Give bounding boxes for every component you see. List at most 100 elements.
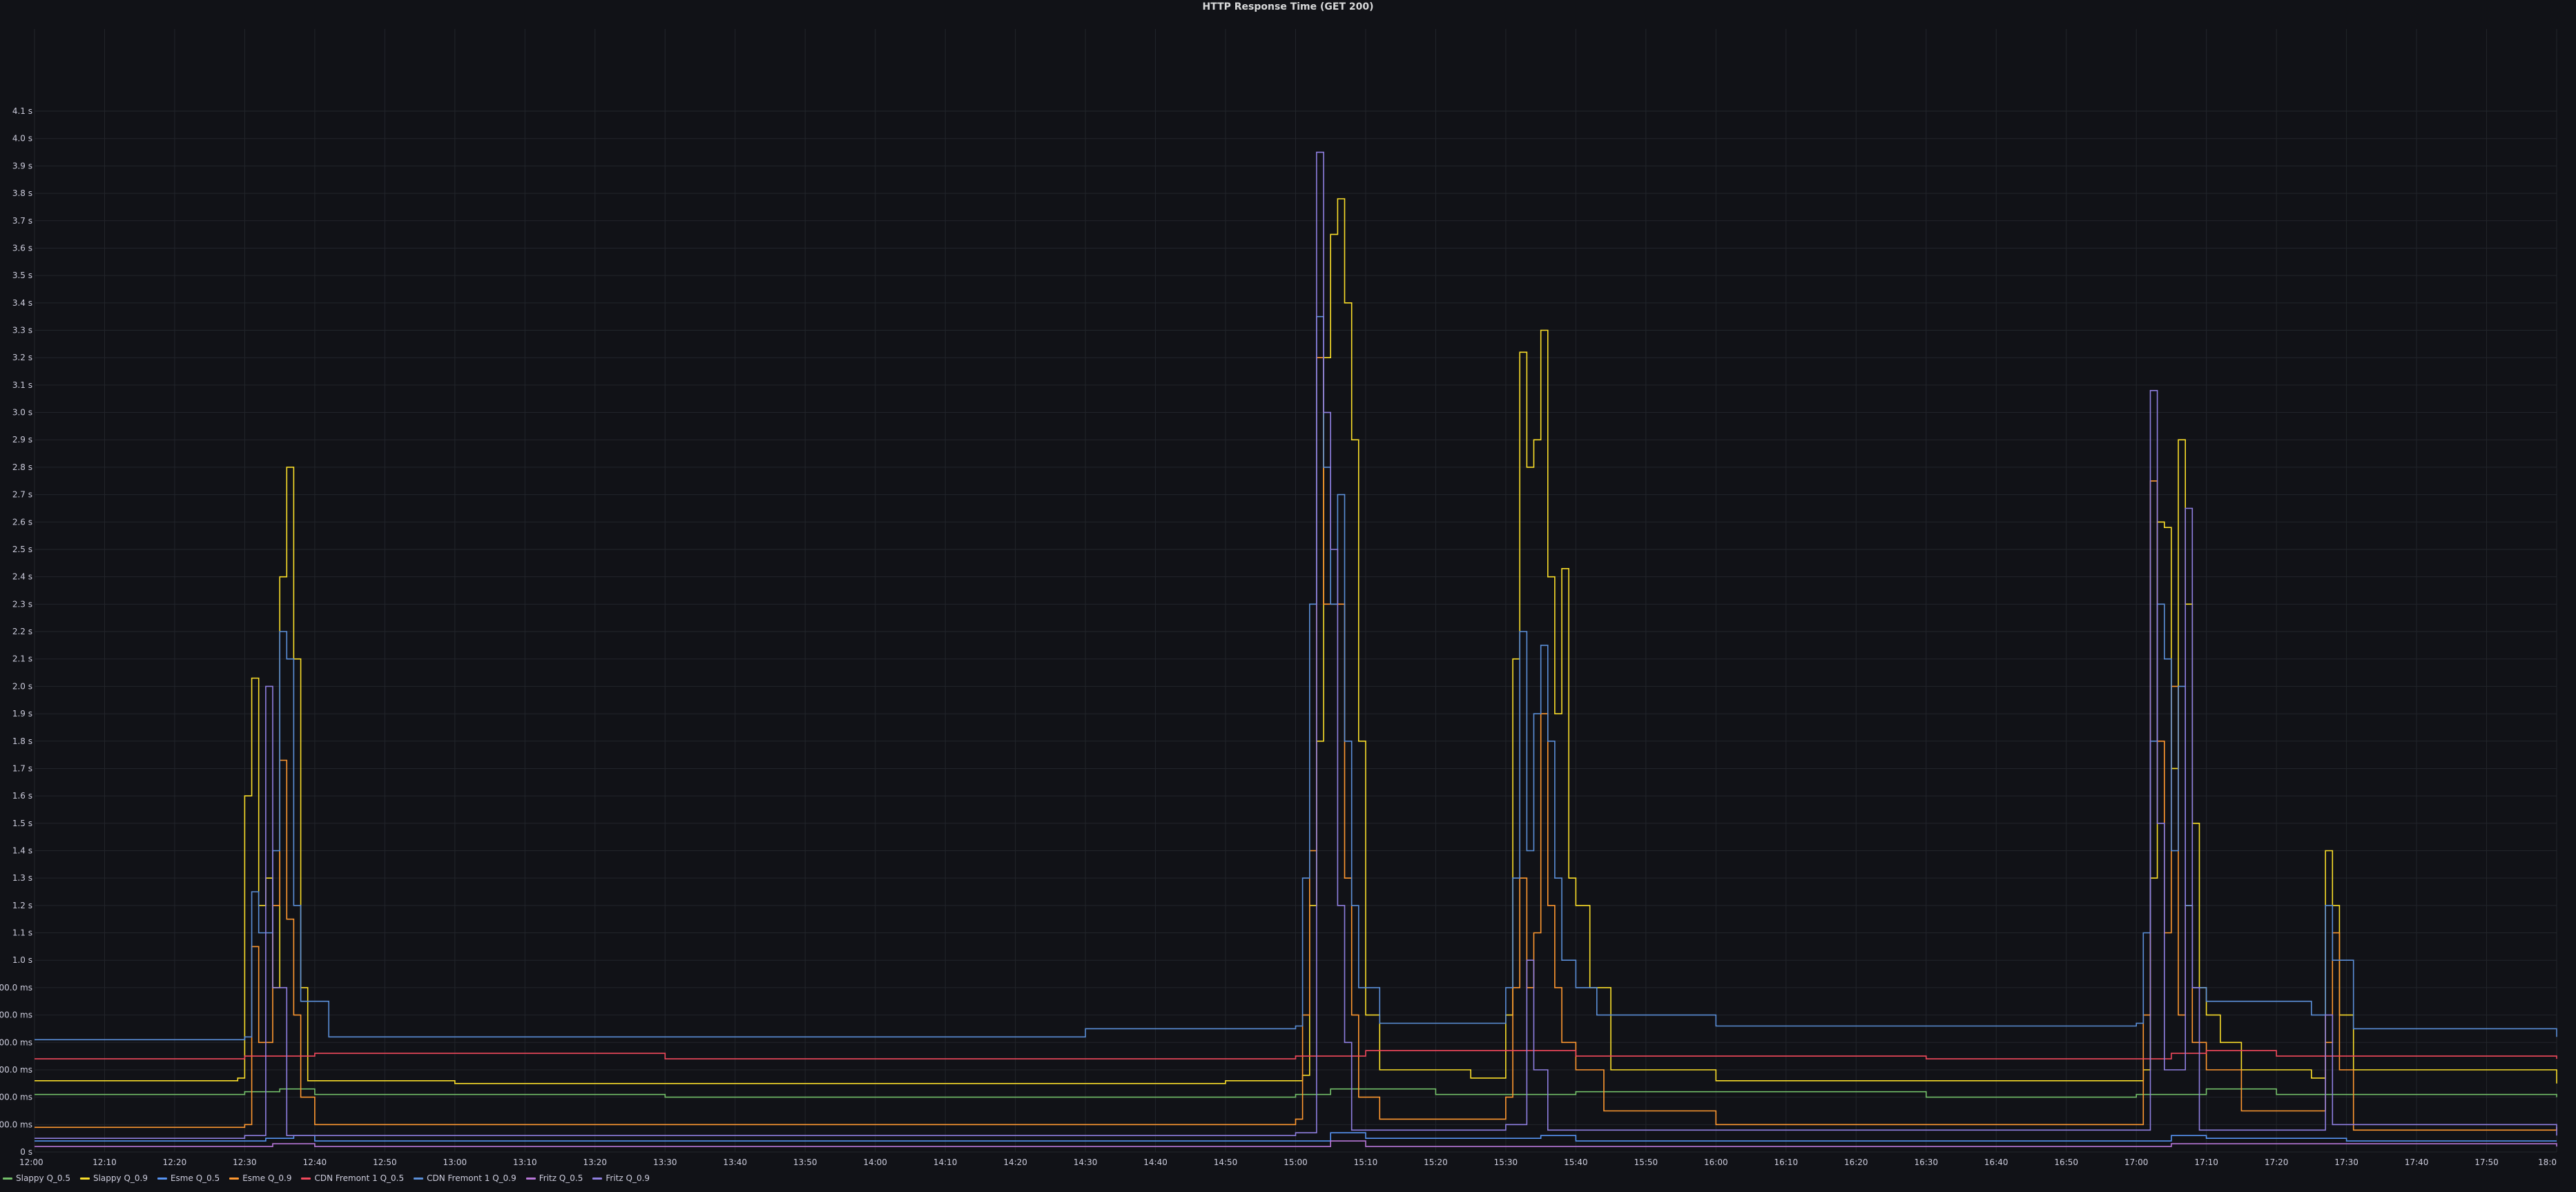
y-tick-label: 00.0 ms — [0, 1010, 32, 1020]
legend-item[interactable]: Esme Q_0.5 — [157, 1173, 220, 1183]
x-tick-label: 12:40 — [303, 1157, 327, 1167]
x-tick-label: 12:00 — [19, 1157, 43, 1167]
y-tick-label: 2.5 s — [12, 545, 32, 554]
y-tick-label: 1.4 s — [12, 846, 32, 855]
y-tick-label: 3.7 s — [12, 216, 32, 226]
y-tick-label: 3.1 s — [12, 380, 32, 390]
legend-swatch — [301, 1177, 311, 1180]
x-tick-label: 16:50 — [2054, 1157, 2078, 1167]
legend-swatch — [592, 1177, 603, 1180]
y-tick-label: 3.3 s — [12, 326, 32, 335]
legend-item[interactable]: Fritz Q_0.9 — [592, 1173, 650, 1183]
legend-label: Esme Q_0.5 — [170, 1173, 220, 1183]
x-axis: 12:00 12:10 12:20 12:30 12:40 12:50 13:00 13:10… — [19, 1157, 2557, 1167]
legend-label: Fritz Q_0.9 — [606, 1173, 650, 1183]
x-tick-label: 14:30 — [1074, 1157, 1098, 1167]
x-tick-label: 17:10 — [2194, 1157, 2218, 1167]
x-tick-label: 17:40 — [2405, 1157, 2429, 1167]
y-tick-label: 2.9 s — [12, 435, 32, 444]
y-tick-label: 2.1 s — [12, 654, 32, 664]
series-line-slappy-q-0-5 — [35, 1088, 2557, 1098]
series-line-fritz-q-0-5 — [35, 1140, 2557, 1147]
x-tick-label: 15:40 — [1564, 1157, 1588, 1167]
legend-swatch — [525, 1177, 536, 1180]
series-line-cdn-fremont-1-q-0-9 — [35, 315, 2557, 1041]
x-tick-label: 15:20 — [1424, 1157, 1448, 1167]
x-tick-label: 15:50 — [1634, 1157, 1658, 1167]
legend-item[interactable]: CDN Fremont 1 Q_0.5 — [301, 1173, 404, 1183]
y-tick-label: 4.1 s — [12, 106, 32, 116]
y-tick-label: 1.2 s — [12, 901, 32, 910]
x-tick-label: 13:50 — [793, 1157, 817, 1167]
chart-title: HTTP Response Time (GET 200) — [1202, 1, 1374, 12]
y-tick-label: 3.8 s — [12, 188, 32, 198]
x-tick-label: 15:10 — [1354, 1157, 1378, 1167]
legend-label: CDN Fremont 1 Q_0.9 — [427, 1173, 516, 1183]
legend-item[interactable]: Esme Q_0.9 — [229, 1173, 291, 1183]
y-tick-label: 3.5 s — [12, 271, 32, 280]
x-tick-label: 12:30 — [233, 1157, 257, 1167]
x-tick-label: 16:30 — [1914, 1157, 1938, 1167]
y-tick-label: 00.0 ms — [0, 1093, 32, 1102]
legend: Slappy Q_0.5 Slappy Q_0.9 Esme Q_0.5 Esme Q… — [3, 1171, 650, 1185]
x-tick-label: 14:00 — [863, 1157, 887, 1167]
x-tick-label: 17:20 — [2265, 1157, 2289, 1167]
y-tick-label: 1.6 s — [12, 791, 32, 801]
series-line-slappy-q-0-9 — [35, 198, 2557, 1084]
x-tick-label: 17:50 — [2475, 1157, 2499, 1167]
y-tick-label: 2.2 s — [12, 627, 32, 636]
legend-label: Slappy Q_0.5 — [16, 1173, 70, 1183]
legend-label: Esme Q_0.9 — [242, 1173, 292, 1183]
legend-item[interactable]: Fritz Q_0.5 — [525, 1173, 583, 1183]
y-tick-label: 2.0 s — [12, 681, 32, 691]
x-tick-label: 13:20 — [583, 1157, 607, 1167]
x-tick-label: 12:10 — [93, 1157, 117, 1167]
y-tick-label: 2.6 s — [12, 517, 32, 527]
legend-swatch — [3, 1177, 12, 1180]
grid-lines — [34, 29, 2557, 1153]
y-tick-label: 00.0 ms — [0, 1120, 32, 1129]
y-tick-label: 00.0 ms — [0, 983, 32, 993]
y-tick-label: 2.7 s — [12, 490, 32, 500]
legend-swatch — [79, 1177, 90, 1180]
legend-item[interactable]: CDN Fremont 1 Q_0.9 — [414, 1173, 516, 1183]
y-tick-label: 1.9 s — [12, 709, 32, 719]
y-tick-label: 4.0 s — [12, 134, 32, 144]
y-axis: 0 s 00.0 ms 00.0 ms 00.0 ms 00.0 ms 00.0 ms 00… — [0, 106, 32, 1157]
series-lines — [35, 151, 2557, 1147]
y-tick-label: 1.1 s — [12, 928, 32, 938]
legend-label: Slappy Q_0.9 — [93, 1173, 148, 1183]
y-tick-label: 3.2 s — [12, 353, 32, 362]
y-tick-label: 2.8 s — [12, 462, 32, 472]
y-tick-label: 3.0 s — [12, 408, 32, 418]
x-tick-label: 15:30 — [1494, 1157, 1518, 1167]
x-tick-label: 13:40 — [723, 1157, 747, 1167]
legend-swatch — [157, 1177, 167, 1180]
y-tick-label: 2.4 s — [12, 572, 32, 582]
x-tick-label: 12:20 — [163, 1157, 187, 1167]
x-tick-label: 14:40 — [1143, 1157, 1168, 1167]
y-tick-label: 1.0 s — [12, 955, 32, 965]
legend-item[interactable]: Slappy Q_0.9 — [79, 1173, 148, 1183]
legend-item[interactable]: Slappy Q_0.5 — [3, 1173, 70, 1183]
legend-swatch — [414, 1177, 424, 1180]
legend-label: CDN Fremont 1 Q_0.5 — [314, 1173, 405, 1183]
x-tick-label: 18:0 — [2538, 1157, 2557, 1167]
y-tick-label: 1.5 s — [12, 819, 32, 828]
x-tick-label: 12:50 — [373, 1157, 397, 1167]
y-tick-label: 1.8 s — [12, 736, 32, 746]
x-tick-label: 16:00 — [1704, 1157, 1728, 1167]
x-tick-label: 16:20 — [1844, 1157, 1868, 1167]
legend-swatch — [229, 1177, 240, 1180]
x-tick-label: 13:30 — [653, 1157, 677, 1167]
x-tick-label: 14:50 — [1214, 1157, 1238, 1167]
x-tick-label: 16:40 — [1984, 1157, 2008, 1167]
y-tick-label: 00.0 ms — [0, 1037, 32, 1047]
y-tick-label: 3.6 s — [12, 243, 32, 253]
y-tick-label: 3.4 s — [12, 298, 32, 308]
y-tick-label: 1.3 s — [12, 873, 32, 883]
y-tick-label: 2.3 s — [12, 599, 32, 609]
y-tick-label: 1.7 s — [12, 763, 32, 773]
x-tick-label: 14:10 — [933, 1157, 958, 1167]
